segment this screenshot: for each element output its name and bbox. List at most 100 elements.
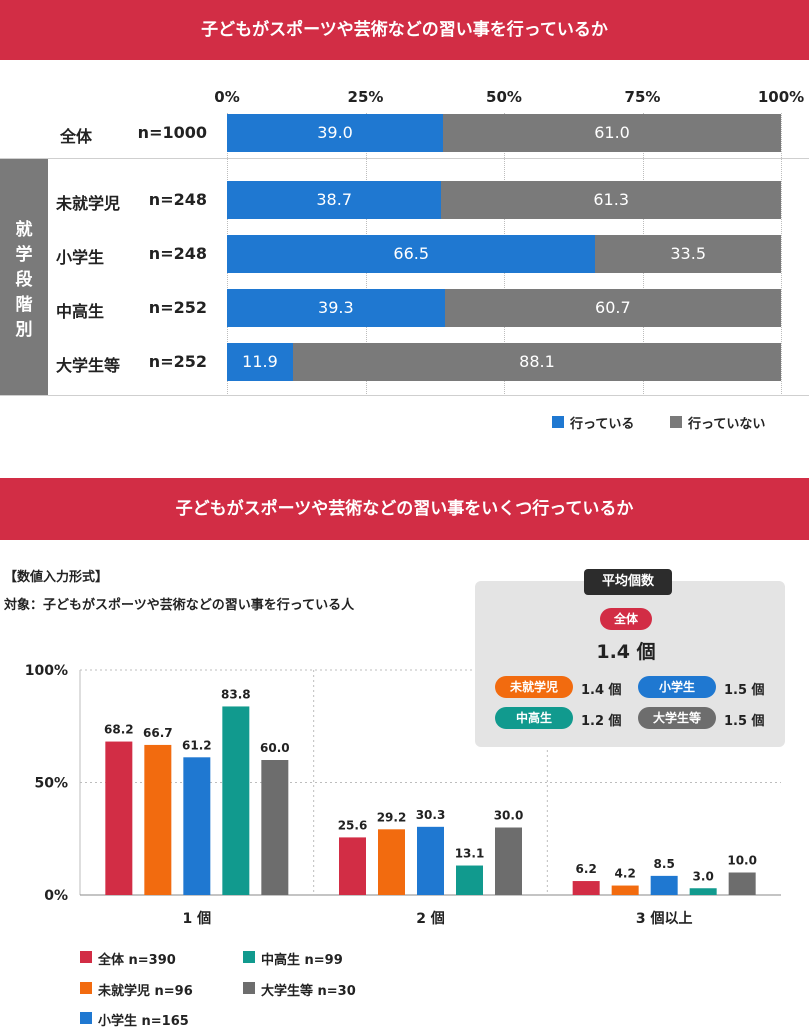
legend1-swatch-doing [552,416,564,428]
average-overall-pill: 全体 [600,608,652,630]
bar-value-label: 39.0 [317,123,353,142]
bar-value-label: 60.0 [260,741,290,755]
x-gridline [781,113,782,396]
bar-value-label: 8.5 [654,857,675,871]
bar-value-label: 60.7 [595,298,631,317]
bar-全体 [105,741,133,895]
bar-doing [227,114,444,152]
bar-value-label: 61.2 [182,738,212,752]
group-label-char: 就 [15,220,33,240]
bar-value-label: 25.6 [338,818,368,832]
bar-value-label: 38.7 [316,190,352,209]
group-label-char: 段 [15,270,33,290]
x-tick-label: 50% [486,88,522,106]
chart2-plot: 100% 50% 0% 68.2 66.7 61.2 83.8 60.0 1 個 25.6 29.2… [25,663,781,927]
legend1-label-doing: 行っている [570,417,635,432]
legend2-swatch [243,982,255,994]
bar-not-doing [441,181,781,219]
group-label-char: 階 [15,295,33,315]
chart1-title-banner: 子どもがスポーツや芸術などの習い事を行っているか [0,0,809,60]
group-label: 就学段階別 [0,218,48,343]
y-tick-label: 0% [44,888,68,904]
x-category-label: 3 個以上 [636,910,693,927]
row-n: n=248 [148,244,207,263]
average-item-value: 1.5 個 [724,683,765,698]
legend2-label: 全体 n=390 [98,953,176,968]
legend2-swatch [80,982,92,994]
chart2-title-banner: 子どもがスポーツや芸術などの習い事をいくつ行っているか [0,478,809,540]
legend2-label: 中高生 n=99 [261,953,343,968]
bar-未就学児 [378,829,405,895]
bar-not-doing [595,235,781,273]
row-n: n=1000 [137,123,207,142]
bar-value-label: 6.2 [576,862,597,876]
bar-doing [227,181,442,219]
bar-value-label: 30.3 [416,808,446,822]
average-item-value: 1.5 個 [724,714,765,729]
legend2-swatch [243,951,255,963]
bar-not-doing [292,343,781,381]
average-item-pill: 中高生 [495,707,573,729]
bar-doing [227,289,445,327]
bar-小学生 [183,757,211,895]
row-name: 小学生 [56,248,105,267]
bar-全体 [572,881,600,895]
legend2-label: 大学生等 n=30 [261,984,356,999]
bar-value-label: 13.1 [455,847,485,861]
bar-value-label: 11.9 [242,352,278,371]
bar-value-label: 88.1 [519,352,555,371]
bar-value-label: 3.0 [693,869,714,883]
average-item-value: 1.4 個 [581,683,622,698]
y-tick-label: 100% [25,663,68,679]
bar-小学生 [650,875,678,895]
row-name: 未就学児 [56,194,121,213]
average-box-title-text: 平均個数 [601,574,654,589]
bar-value-label: 39.3 [318,298,354,317]
legend2-swatch [80,951,92,963]
bar-大学生等 [495,827,522,895]
bar-value-label: 66.5 [393,244,430,263]
bar-doing [227,235,596,273]
bar-value-label: 29.2 [377,810,407,824]
bar-大学生等 [261,760,289,895]
row-separator [0,158,809,159]
average-overall-value: 1.4 個 [596,641,656,663]
bar-not-doing [444,289,781,327]
legend1-swatch-not-doing [670,416,682,428]
row-name: 全体 [60,127,93,146]
average-item-pill: 小学生 [638,676,716,698]
x-tick-label: 0% [214,88,240,106]
bar-大学生等 [728,872,756,895]
bar-中高生 [689,888,717,895]
x-tick-label: 100% [757,88,805,106]
chart1-title: 子どもがスポーツや芸術などの習い事を行っているか [201,20,608,40]
chart2-title: 子どもがスポーツや芸術などの習い事をいくつ行っているか [175,499,634,519]
group-sidebar [0,158,48,396]
bar-value-label: 61.0 [594,123,630,142]
group-label-char: 学 [15,245,33,265]
x-tick-label: 75% [624,88,661,106]
bar-value-label: 61.3 [593,190,629,209]
bar-未就学児 [611,885,639,895]
bar-中高生 [456,865,483,895]
bar-value-label: 10.0 [727,854,757,868]
row-name: 中高生 [56,302,105,321]
bar-未就学児 [144,744,172,895]
chart-bottom-line [0,395,809,396]
x-tick-label: 25% [347,88,384,106]
row-n: n=248 [148,190,207,209]
bar-中高生 [222,706,250,895]
chart2-note-target: 対象：子どもがスポーツや芸術などの習い事を行っている人 [4,598,355,613]
y-tick-label: 50% [34,776,68,792]
bar-value-label: 66.7 [143,726,173,740]
average-item-pill: 大学生等 [638,707,716,729]
average-item-pill: 未就学児 [495,676,573,698]
bar-value-label: 83.8 [221,687,251,701]
average-box-title: 平均個数 [584,569,672,595]
legend2-label: 未就学児 n=96 [98,984,193,999]
bar-not-doing [443,114,781,152]
legend1-label-not-doing: 行っていない [688,417,766,432]
x-category-label: 2 個 [416,910,445,927]
bar-全体 [339,837,366,895]
row-n: n=252 [148,298,207,317]
